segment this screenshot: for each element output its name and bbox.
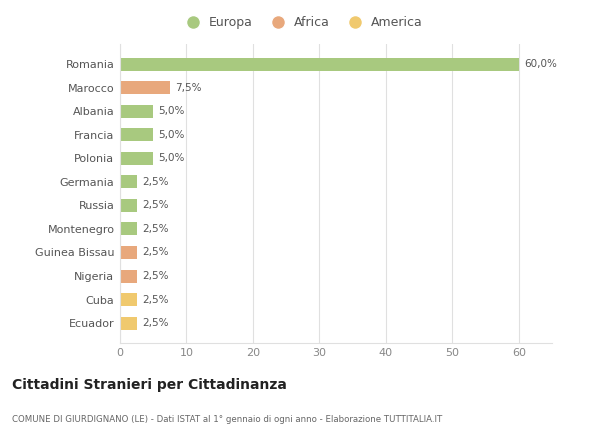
Bar [120, 223, 137, 235]
Text: Cittadini Stranieri per Cittadinanza: Cittadini Stranieri per Cittadinanza [12, 378, 287, 392]
Legend: Europa, Africa, America: Europa, Africa, America [175, 11, 428, 34]
Bar [120, 199, 137, 212]
Text: 2,5%: 2,5% [142, 224, 169, 234]
Bar [120, 58, 519, 70]
Text: 60,0%: 60,0% [524, 59, 557, 69]
Bar [120, 128, 153, 141]
Text: 2,5%: 2,5% [142, 294, 169, 304]
Text: 2,5%: 2,5% [142, 200, 169, 210]
Bar [120, 152, 153, 165]
Text: COMUNE DI GIURDIGNANO (LE) - Dati ISTAT al 1° gennaio di ogni anno - Elaborazion: COMUNE DI GIURDIGNANO (LE) - Dati ISTAT … [12, 415, 442, 425]
Bar [120, 317, 137, 330]
Bar [120, 293, 137, 306]
Bar [120, 270, 137, 282]
Text: 5,0%: 5,0% [158, 130, 185, 140]
Text: 7,5%: 7,5% [175, 83, 202, 93]
Bar [120, 105, 153, 117]
Text: 5,0%: 5,0% [158, 153, 185, 163]
Bar [120, 246, 137, 259]
Text: 2,5%: 2,5% [142, 247, 169, 257]
Text: 2,5%: 2,5% [142, 177, 169, 187]
Text: 5,0%: 5,0% [158, 106, 185, 116]
Text: 2,5%: 2,5% [142, 271, 169, 281]
Bar [120, 81, 170, 94]
Text: 2,5%: 2,5% [142, 318, 169, 328]
Bar [120, 176, 137, 188]
